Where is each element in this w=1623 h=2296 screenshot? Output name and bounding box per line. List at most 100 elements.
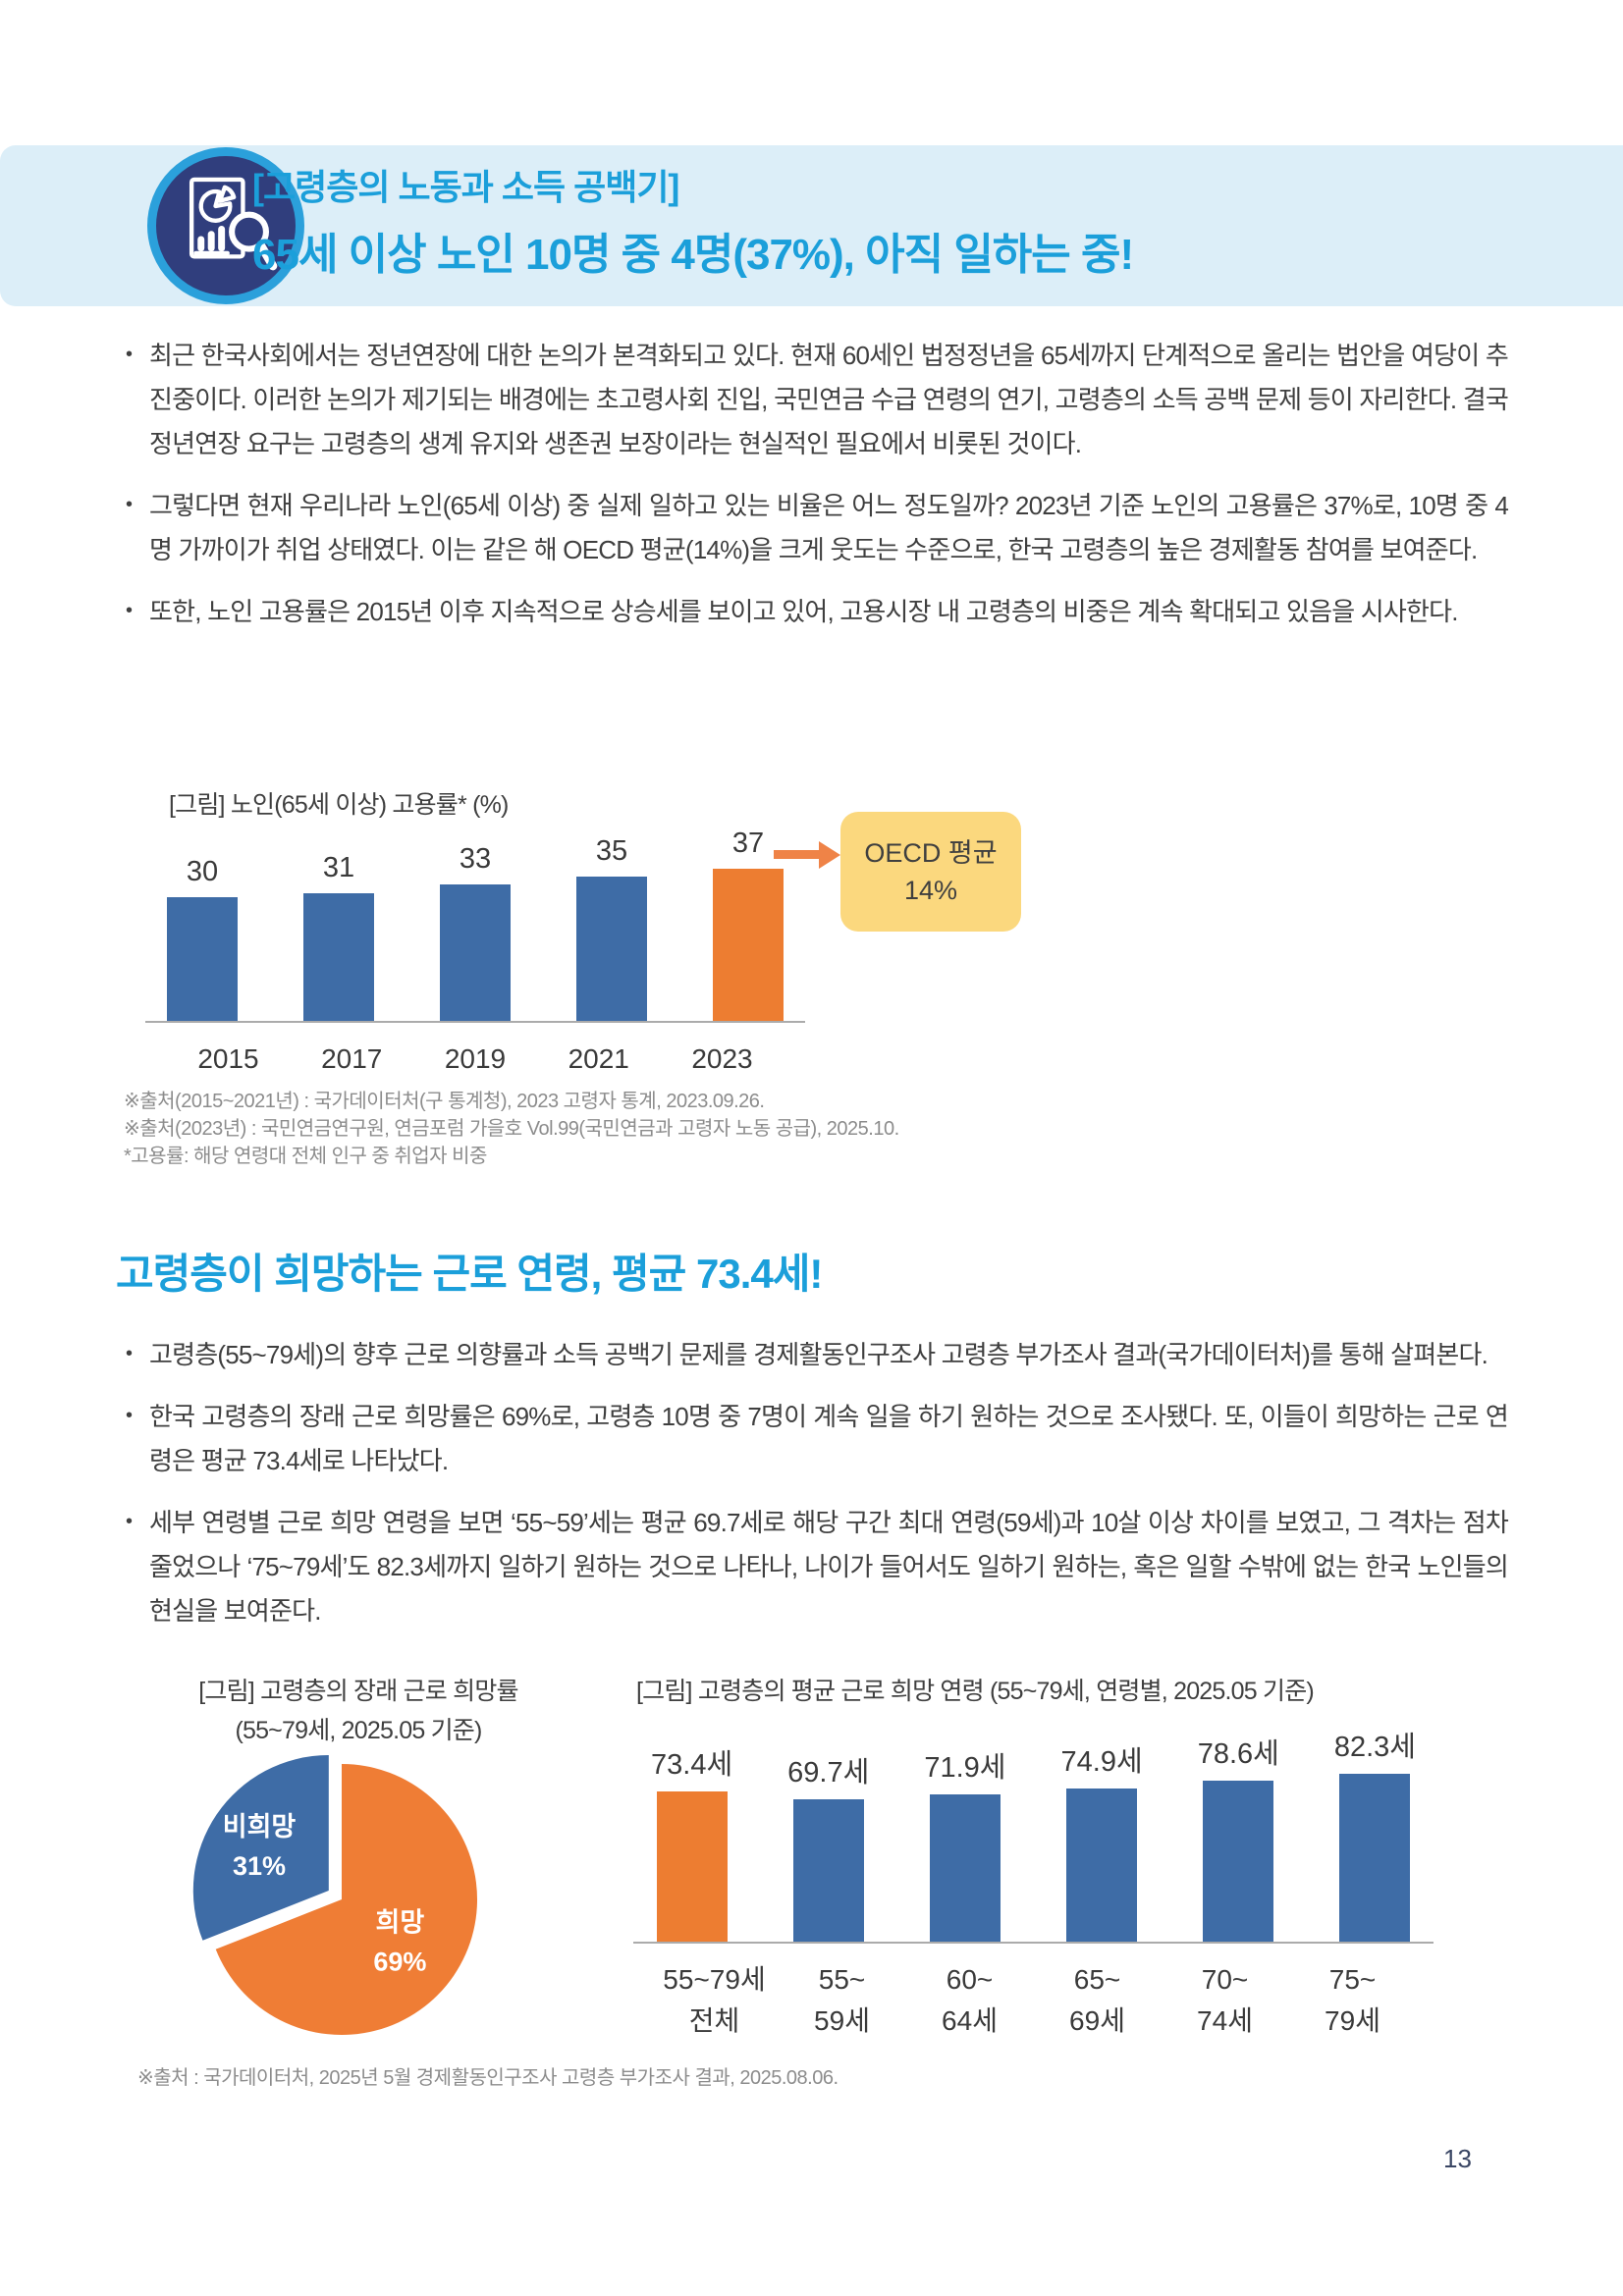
- bar-value-label: 69.7세: [787, 1756, 870, 1789]
- category-label: 65~ 69세: [1034, 1959, 1161, 2042]
- employment-rate-chart-xaxis: 2015 2017 2019 2021 2023: [145, 1039, 805, 1080]
- bullet-item: 그렇다면 현재 우리나라 노인(65세 이상) 중 실제 일하고 있는 비율은 …: [120, 483, 1509, 572]
- bar-column: 69.7세: [787, 1749, 869, 1942]
- bar-value-label: 82.3세: [1333, 1731, 1416, 1763]
- category-label-line: 74세: [1197, 2005, 1253, 2036]
- category-label-line: 60~: [946, 1964, 994, 1995]
- work-wish-pie-chart: 희망 69% 비희망 31%: [180, 1739, 504, 2063]
- category-label: 75~ 79세: [1289, 1959, 1416, 2042]
- category-label: 2019: [414, 1039, 537, 1080]
- callout-arrowhead-icon: [819, 841, 840, 869]
- chart1-source-notes: ※출처(2015~2021년) : 국가데이터처(구 통계청), 2023 고령…: [124, 1088, 899, 1170]
- category-label-line: 2023: [691, 1043, 753, 1074]
- category-label-line: 65~: [1073, 1964, 1121, 1995]
- category-label-line: 79세: [1325, 2005, 1380, 2036]
- bullet-item: 최근 한국사회에서는 정년연장에 대한 논의가 본격화되고 있다. 현재 60세…: [120, 333, 1509, 466]
- category-label: 70~ 74세: [1162, 1959, 1288, 2042]
- category-label-line: 59세: [814, 2005, 870, 2036]
- bar: [929, 1794, 1001, 1942]
- category-label-line: 75~: [1328, 1964, 1377, 1995]
- bar-value-label: 31: [322, 851, 355, 883]
- bar-value-label: 74.9세: [1060, 1746, 1143, 1778]
- report-analysis-icon: [147, 147, 304, 304]
- page-title-main: 65세 이상 노인 10명 중 4명(37%), 아직 일하는 중!: [252, 231, 1134, 279]
- section2-source-note: ※출처 : 국가데이터처, 2025년 5월 경제활동인구조사 고령층 부가조사…: [137, 2067, 839, 2089]
- pie-caption-line1: [그림] 고령층의 장래 근로 희망률: [198, 1678, 518, 1705]
- category-label-line: 2015: [197, 1043, 259, 1074]
- bar-column: 31: [303, 852, 374, 1021]
- category-label: 2023: [661, 1039, 784, 1080]
- page-number: 13: [1443, 2144, 1472, 2173]
- bullet-item: 고령층(55~79세)의 향후 근로 의향률과 소득 공백기 문제를 경제활동인…: [120, 1332, 1508, 1377]
- category-label-line: 69세: [1069, 2005, 1125, 2036]
- category-label: 2015: [167, 1039, 290, 1080]
- bar: [167, 897, 238, 1021]
- bar-column: 74.9세: [1061, 1738, 1143, 1942]
- bar-value-label: 78.6세: [1197, 1738, 1279, 1771]
- bar-column: 33: [440, 843, 511, 1021]
- section2-bullets: 고령층(55~79세)의 향후 근로 의향률과 소득 공백기 문제를 경제활동인…: [120, 1332, 1509, 1651]
- bar: [792, 1798, 864, 1942]
- category-label: 2017: [291, 1039, 413, 1080]
- bar: [576, 877, 647, 1021]
- bar-column: 73.4세: [651, 1741, 732, 1942]
- bar: [440, 884, 511, 1021]
- bar-column: 82.3세: [1334, 1724, 1416, 1942]
- bar-value-label: 71.9세: [924, 1752, 1006, 1785]
- bar-value-label: 35: [595, 835, 628, 867]
- bar-column: 30: [167, 856, 238, 1021]
- source-note: ※출처(2023년) : 국민연금연구원, 연금포럼 가을호 Vol.99(국민…: [124, 1118, 899, 1140]
- category-label: 60~ 64세: [906, 1959, 1033, 2042]
- report-magnifier-glyph: [189, 177, 278, 271]
- bar: [713, 868, 784, 1021]
- bar-column: 35: [576, 835, 647, 1021]
- category-label: 55~ 59세: [779, 1959, 905, 2042]
- desired-age-chart: 73.4세 69.7세 71.9세 74.9세 78.6세 82.3세: [633, 1731, 1434, 1944]
- bar-value-label: 37: [731, 827, 765, 859]
- pie-chart-svg: 희망 69% 비희망 31%: [192, 1755, 478, 2035]
- bar: [303, 892, 374, 1021]
- bar-value-label: 73.4세: [651, 1749, 733, 1782]
- bar-value-label: 33: [459, 843, 492, 876]
- age-chart-caption: [그림] 고령층의 평균 근로 희망 연령 (55~79세, 연령별, 2025…: [636, 1678, 1315, 1705]
- page-title-kicker: [고령층의 노동과 소득 공백기]: [252, 167, 679, 207]
- source-note: ※출처(2015~2021년) : 국가데이터처(구 통계청), 2023 고령…: [124, 1091, 765, 1112]
- category-label-line: 2021: [568, 1043, 629, 1074]
- oecd-average-callout: OECD 평균 14%: [840, 812, 1021, 932]
- bullet-item: 또한, 노인 고용률은 2015년 이후 지속적으로 상승세를 보이고 있어, …: [120, 589, 1508, 634]
- bar: [656, 1791, 728, 1942]
- pie-slice-비희망: [192, 1755, 329, 1941]
- pie-slice-label: 희망 69%: [373, 1907, 426, 1976]
- bar-column: 37: [713, 828, 784, 1021]
- bar: [1203, 1781, 1274, 1942]
- category-label-line: 2017: [321, 1043, 383, 1074]
- category-label: 2021: [537, 1039, 660, 1080]
- bullet-item: 세부 연령별 근로 희망 연령을 보면 ‘55~59’세는 평균 69.7세로 …: [120, 1500, 1509, 1633]
- category-label-line: 55~79세: [663, 1964, 766, 1995]
- source-note: *고용률: 해당 연령대 전체 인구 중 취업자 비중: [124, 1146, 487, 1167]
- oecd-callout-label: OECD 평균: [864, 838, 998, 868]
- category-label-line: 64세: [942, 2005, 998, 2036]
- pie-slice-label: 비희망 31%: [223, 1812, 297, 1881]
- bar-column: 78.6세: [1198, 1731, 1279, 1942]
- category-label-line: 55~: [818, 1964, 866, 1995]
- employment-rate-chart: 30 31 33 35 37: [145, 817, 805, 1023]
- bar-column: 71.9세: [924, 1744, 1005, 1942]
- pie-chart-caption: [그림] 고령층의 장래 근로 희망률 (55~79세, 2025.05 기준): [108, 1672, 609, 1750]
- category-label-line: 2019: [444, 1043, 507, 1074]
- desired-age-chart-xaxis: 55~79세 전체 55~ 59세 60~ 64세 65~ 69세 70~ 74세 75~ 79세: [633, 1959, 1434, 2042]
- page-title-block: [고령층의 노동과 소득 공백기] 65세 이상 노인 10명 중 4명(37%…: [252, 159, 1134, 282]
- oecd-callout-value: 14%: [903, 876, 958, 905]
- bar: [1339, 1773, 1411, 1942]
- bar: [1066, 1789, 1138, 1942]
- bar-value-label: 30: [186, 856, 219, 887]
- callout-arrow-icon: [774, 850, 823, 859]
- category-label-line: 70~: [1201, 1964, 1249, 1995]
- bullet-item: 한국 고령층의 장래 근로 희망률은 69%로, 고령층 10명 중 7명이 계…: [120, 1394, 1509, 1483]
- category-label-line: 전체: [688, 2005, 740, 2036]
- chart1-caption: [그림] 노인(65세 이상) 고용률* (%): [169, 791, 509, 819]
- section2-title: 고령층이 희망하는 근로 연령, 평균 73.4세!: [116, 1251, 823, 1297]
- pie-caption-line2: (55~79세, 2025.05 기준): [235, 1717, 482, 1744]
- pie-slice-희망: [215, 1764, 478, 2035]
